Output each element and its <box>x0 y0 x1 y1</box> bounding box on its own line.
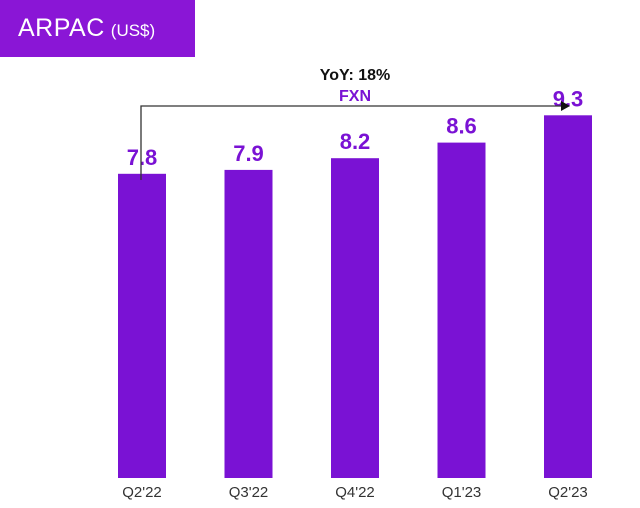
x-tick-labels-layer: Q2'22 Q3'22 Q4'22 Q1'23 Q2'23 <box>122 484 588 501</box>
value-label-Q3'22: 7.9 <box>233 141 264 166</box>
bar-Q2'23 <box>544 115 592 479</box>
chart-title-unit: (US$) <box>110 20 156 40</box>
value-labels-layer: 7.8 7.9 8.2 8.6 9.3 <box>127 86 584 170</box>
x-tick-label-Q3'22: Q3'22 <box>229 484 269 501</box>
value-label-Q2'22: 7.8 <box>127 145 158 170</box>
value-label-Q2'23: 9.3 <box>553 86 584 111</box>
bar-Q2'22 <box>118 173 166 479</box>
bar-Q3'22 <box>224 169 273 478</box>
bar-Q4'22 <box>331 158 379 478</box>
value-label-Q1'23: 8.6 <box>446 114 477 139</box>
chart-title: ARPAC <box>18 14 105 42</box>
yoy-growth-label: YoY: 18% <box>320 67 391 84</box>
bars-layer <box>118 115 592 479</box>
x-tick-label-Q4'22: Q4'22 <box>335 484 375 501</box>
x-tick-label-Q2'23: Q2'23 <box>548 484 588 501</box>
yoy-arrow-line <box>140 105 561 180</box>
yoy-fxn-label: FXN <box>339 88 371 105</box>
chart-title-box: ARPAC (US$) <box>0 0 195 57</box>
yoy-arrow-head <box>561 101 570 111</box>
yoy-annotation: YoY: 18% FXN <box>140 67 570 180</box>
value-label-Q4'22: 8.2 <box>340 129 371 154</box>
bar-Q1'23 <box>437 142 486 478</box>
x-tick-label-Q1'23: Q1'23 <box>442 484 482 501</box>
x-tick-label-Q2'22: Q2'22 <box>122 484 162 501</box>
